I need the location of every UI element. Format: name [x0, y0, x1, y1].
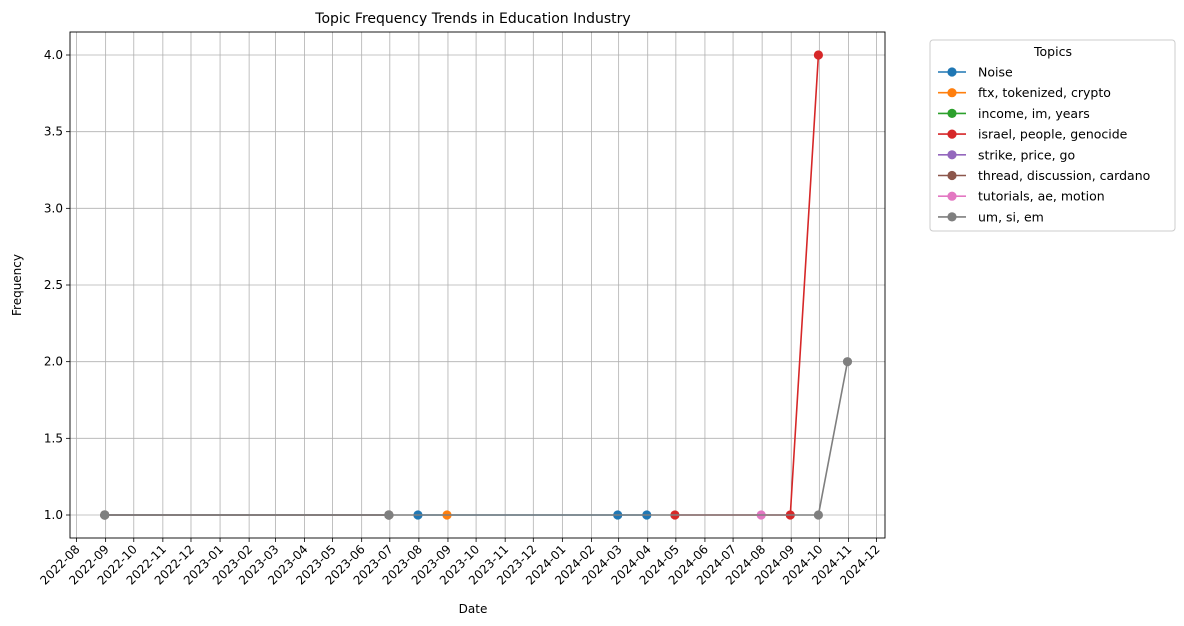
legend-entry: ftx, tokenized, crypto: [938, 85, 1111, 100]
legend-label: income, im, years: [978, 106, 1090, 121]
series-line: [104, 361, 849, 516]
legend-label: Noise: [978, 65, 1013, 80]
legend-swatch-marker: [947, 67, 957, 77]
y-tick-label: 1.5: [44, 431, 63, 445]
data-point: [813, 50, 824, 60]
legend-swatch-marker: [947, 191, 957, 201]
y-tick-label: 3.0: [44, 201, 63, 215]
legend-entry: thread, discussion, cardano: [938, 168, 1150, 183]
chart-title: Topic Frequency Trends in Education Indu…: [314, 11, 630, 27]
series-8: [100, 357, 853, 520]
legend-swatch-marker: [947, 88, 957, 98]
y-tick-label: 3.5: [44, 125, 63, 139]
legend-label: israel, people, genocide: [978, 127, 1128, 142]
legend-entry: Noise: [938, 65, 1013, 80]
y-axis-label: Frequency: [10, 254, 24, 316]
legend-label: ftx, tokenized, crypto: [978, 85, 1111, 100]
legend-frame: [929, 39, 1176, 232]
series-layer: [100, 50, 853, 520]
y-axis: 1.0 1.5 2.0 2.5 3.0 3.5 4.0: [44, 48, 70, 522]
legend-entry: income, im, years: [938, 106, 1090, 121]
legend-swatch-marker: [947, 212, 957, 222]
data-point: [813, 510, 824, 520]
legend-label: strike, price, go: [978, 147, 1075, 162]
y-tick-label: 4.0: [44, 48, 63, 62]
y-tick-label: 2.5: [44, 278, 63, 292]
data-point: [384, 510, 394, 520]
legend-items: Noise ftx, tokenized, crypto income, im, y…: [938, 65, 1150, 224]
y-tick-label: 2.0: [44, 355, 63, 369]
legend-label: tutorials, ae, motion: [978, 189, 1105, 204]
legend-swatch-marker: [947, 129, 957, 139]
legend-label: um, si, em: [978, 209, 1044, 224]
data-point: [842, 357, 853, 367]
grid: [70, 32, 885, 538]
legend-swatch-marker: [947, 108, 957, 118]
legend: Topics Noise ftx, tokenized, crypto income…: [929, 39, 1176, 232]
legend-entry: strike, price, go: [938, 147, 1075, 162]
legend-entry: tutorials, ae, motion: [938, 189, 1105, 204]
x-axis-label: Date: [459, 602, 488, 616]
y-tick-label: 1.0: [44, 508, 63, 522]
legend-entry: um, si, em: [938, 209, 1044, 224]
data-point: [100, 510, 110, 520]
legend-swatch-marker: [947, 170, 957, 181]
legend-label: thread, discussion, cardano: [978, 168, 1150, 183]
legend-title: Topics: [1033, 44, 1072, 59]
legend-swatch-marker: [947, 150, 957, 160]
legend-entry: israel, people, genocide: [938, 127, 1128, 142]
